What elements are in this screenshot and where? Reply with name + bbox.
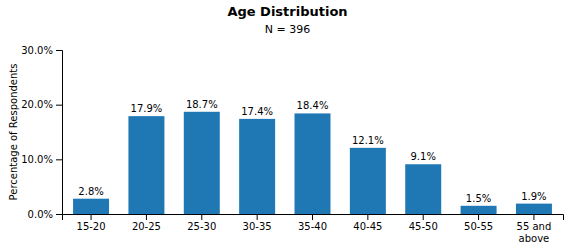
bar <box>405 164 441 214</box>
y-axis: 0.0% 10.0% 20.0% 30.0% <box>21 45 62 220</box>
data-label: 18.7% <box>186 99 218 110</box>
bar <box>73 199 109 214</box>
y-tick-label: 20.0% <box>21 99 53 110</box>
y-tick-label: 0.0% <box>28 209 53 220</box>
x-tick-label: 50-55 <box>464 221 493 232</box>
x-tick: 15-20 <box>77 214 106 232</box>
x-tick-label-line: 50-55 <box>464 221 493 232</box>
x-tick: 55 andabove <box>517 214 552 244</box>
data-label: 17.9% <box>131 103 163 114</box>
x-axis: 15-20 20-25 25-30 30-35 35-40 40-45 45-50 50-55… <box>63 214 564 244</box>
x-tick-label: 15-20 <box>77 221 106 232</box>
x-tick-label: 30-35 <box>243 221 272 232</box>
y-tick: 0.0% <box>28 209 62 220</box>
chart-subtitle: N = 396 <box>265 23 310 36</box>
x-tick-label-line: 25-30 <box>187 221 216 232</box>
y-tick-mark <box>56 214 62 215</box>
y-tick: 10.0% <box>21 154 62 165</box>
y-tick-label: 30.0% <box>21 45 53 56</box>
x-tick-mark <box>367 214 368 220</box>
bars <box>73 112 552 214</box>
x-tick: 50-55 <box>464 214 493 232</box>
bar <box>184 112 220 214</box>
x-tick: 25-30 <box>187 214 216 232</box>
data-labels: 2.8% 17.9% 18.7% 17.4% 18.4% 12.1% 9.1% 1.5% 1.9… <box>78 99 546 204</box>
x-tick-mark <box>423 214 424 220</box>
plot-area: 2.8% 17.9% 18.7% 17.4% 18.4% 12.1% 9.1% 1.5% 1.9… <box>21 45 563 244</box>
x-axis-line <box>63 215 564 221</box>
y-tick-label: 10.0% <box>21 154 53 165</box>
x-tick-mark <box>533 214 534 220</box>
x-tick: 30-35 <box>243 214 272 232</box>
y-axis-line <box>56 51 63 215</box>
x-tick-label-line: 35-40 <box>298 221 327 232</box>
x-tick-label: 20-25 <box>132 221 161 232</box>
x-tick-label-line: above <box>519 233 550 244</box>
x-tick-label-line: 45-50 <box>409 221 438 232</box>
y-tick: 20.0% <box>21 99 62 110</box>
x-tick: 35-40 <box>298 214 327 232</box>
bar <box>350 148 386 214</box>
x-tick-label-line: 20-25 <box>132 221 161 232</box>
x-tick-label-line: 40-45 <box>353 221 382 232</box>
chart-svg: Age Distribution N = 396 2.8% 17.9% 18.7% 17.… <box>0 0 575 252</box>
data-label: 2.8% <box>78 186 103 197</box>
x-tick-mark <box>312 214 313 220</box>
x-tick-mark <box>91 214 92 220</box>
y-tick-mark <box>56 105 62 106</box>
x-tick-label: 45-50 <box>409 221 438 232</box>
x-tick-label: 25-30 <box>187 221 216 232</box>
x-tick-label-line: 30-35 <box>243 221 272 232</box>
data-label: 1.9% <box>521 191 546 202</box>
x-tick: 40-45 <box>353 214 382 232</box>
x-tick-label-line: 15-20 <box>77 221 106 232</box>
x-tick-mark <box>257 214 258 220</box>
x-tick-mark <box>478 214 479 220</box>
y-axis-title: Percentage of Respondents <box>8 64 19 201</box>
data-label: 9.1% <box>411 151 436 162</box>
x-tick-mark <box>146 214 147 220</box>
data-label: 17.4% <box>241 106 273 117</box>
y-tick: 30.0% <box>21 45 62 56</box>
data-label: 1.5% <box>466 193 491 204</box>
x-tick: 20-25 <box>132 214 161 232</box>
x-tick-label: 40-45 <box>353 221 382 232</box>
data-label: 12.1% <box>352 135 384 146</box>
x-tick: 45-50 <box>409 214 438 232</box>
bar <box>461 206 497 214</box>
x-tick-label-line: 55 and <box>517 221 552 232</box>
chart-title: Age Distribution <box>227 4 347 19</box>
data-label: 18.4% <box>297 100 329 111</box>
bar <box>295 113 331 214</box>
bar <box>128 116 164 214</box>
x-tick-label: 35-40 <box>298 221 327 232</box>
x-tick-label: 55 andabove <box>517 221 552 244</box>
x-tick-mark <box>201 214 202 220</box>
y-tick-mark <box>56 50 62 51</box>
y-tick-mark <box>56 159 62 160</box>
bar <box>516 204 552 214</box>
bar <box>239 119 275 214</box>
